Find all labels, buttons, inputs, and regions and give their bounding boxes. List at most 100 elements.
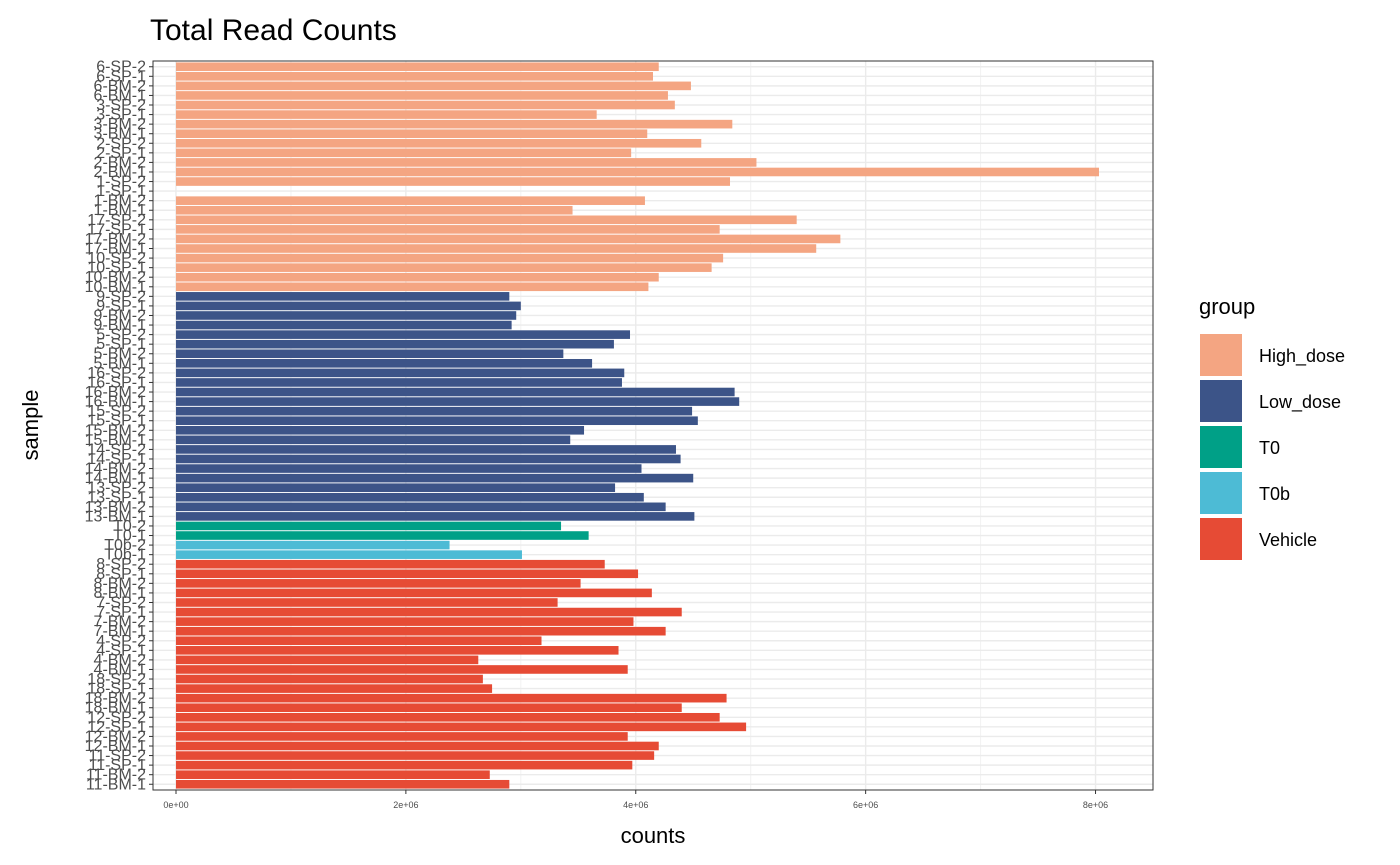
y-tick-label: 15-BM-1 xyxy=(85,432,146,449)
x-tick-label: 4e+06 xyxy=(623,800,648,810)
bar-11-SP-2 xyxy=(175,751,655,760)
bar-4-BM-2 xyxy=(175,655,479,665)
y-tick-label: 15-BM-2 xyxy=(85,422,146,439)
bar-18-BM-1 xyxy=(175,703,682,713)
bar-1-BM-1 xyxy=(175,205,573,215)
bar-15-SP-1 xyxy=(175,416,698,426)
y-tick-label: 13-SP-1 xyxy=(87,489,146,506)
y-tick-label: 1-BM-1 xyxy=(94,202,147,219)
y-tick-label: T0-2 xyxy=(113,518,146,535)
y-tick-label: 17-BM-2 xyxy=(85,231,146,248)
bar-9-BM-1 xyxy=(175,320,512,330)
legend-label-Low_dose: Low_dose xyxy=(1259,392,1341,413)
y-tick-label: 2-SP-2 xyxy=(96,135,146,152)
y-tick-label: 4-BM-1 xyxy=(94,661,147,678)
y-tick-label: 15-SP-2 xyxy=(87,403,146,420)
bar-3-SP-2 xyxy=(175,100,675,110)
y-tick-label: 13-BM-1 xyxy=(85,508,146,525)
bar-5-BM-1 xyxy=(175,359,593,368)
legend-label-High_dose: High_dose xyxy=(1259,346,1345,367)
bar-11-BM-2 xyxy=(175,770,490,779)
chart-title: Total Read Counts xyxy=(150,14,397,47)
bar-16-SP-1 xyxy=(175,378,622,387)
bar-10-SP-1 xyxy=(175,263,712,272)
bar-11-SP-1 xyxy=(175,760,633,770)
bar-18-SP-2 xyxy=(175,674,483,684)
legend: group High_dose Low_dose T0 T0b Vehicle xyxy=(1198,294,1345,562)
bar-17-BM-2 xyxy=(175,234,841,244)
bar-18-BM-2 xyxy=(175,693,727,703)
y-tick-label: 6-BM-2 xyxy=(94,78,147,95)
y-tick-label: 17-SP-2 xyxy=(87,212,146,229)
bar-T0-2 xyxy=(175,521,562,531)
bar-14-BM-1 xyxy=(175,473,694,483)
bar-17-SP-2 xyxy=(175,215,797,225)
bar-11-BM-1 xyxy=(175,779,510,789)
bar-6-SP-1 xyxy=(175,72,653,81)
legend-key-High_dose xyxy=(1198,332,1244,378)
bar-9-SP-2 xyxy=(175,292,510,301)
bar-12-SP-2 xyxy=(175,712,720,722)
legend-items: High_dose Low_dose T0 T0b Vehicle xyxy=(1198,332,1345,562)
bar-4-BM-1 xyxy=(175,665,628,674)
y-tick-label: 7-SP-2 xyxy=(96,594,146,611)
x-axis-ticks: 0e+00 2e+06 4e+06 6e+06 8e+06 xyxy=(163,790,1108,810)
y-tick-label: 4-SP-1 xyxy=(96,642,146,659)
bar-8-BM-2 xyxy=(175,579,581,588)
legend-label-T0b: T0b xyxy=(1259,484,1290,504)
y-tick-label: 17-BM-1 xyxy=(85,241,146,258)
x-tick-label: 2e+06 xyxy=(393,800,418,810)
y-tick-label: 3-SP-1 xyxy=(96,107,146,124)
bar-10-SP-2 xyxy=(175,253,724,263)
bar-1-SP-2 xyxy=(175,177,731,186)
y-tick-label: 7-BM-2 xyxy=(94,614,147,631)
bar-13-BM-1 xyxy=(175,512,695,521)
bar-9-SP-1 xyxy=(175,301,521,311)
y-tick-label: 3-SP-2 xyxy=(96,97,146,114)
y-tick-label: 18-BM-1 xyxy=(85,700,146,717)
y-tick-label: 12-BM-2 xyxy=(85,728,146,745)
bar-3-BM-1 xyxy=(175,129,648,139)
y-tick-label: 1-SP-1 xyxy=(96,183,146,200)
y-tick-label: 1-SP-2 xyxy=(96,174,146,191)
bar-14-SP-2 xyxy=(175,445,676,454)
y-tick-label: 12-SP-1 xyxy=(87,719,146,736)
y-tick-label: 6-BM-1 xyxy=(94,87,147,104)
y-tick-label: 14-SP-1 xyxy=(87,451,146,468)
bar-3-BM-2 xyxy=(175,119,733,129)
bar-8-BM-1 xyxy=(175,588,652,598)
y-tick-label: 11-SP-2 xyxy=(88,748,146,765)
bar-14-SP-1 xyxy=(175,454,681,464)
bars xyxy=(175,62,1099,789)
bar-14-BM-2 xyxy=(175,464,642,473)
y-tick-label: 15-SP-1 xyxy=(87,413,146,430)
bar-12-BM-1 xyxy=(175,741,659,751)
y-tick-label: 8-BM-2 xyxy=(94,575,147,592)
y-tick-label: 7-SP-1 xyxy=(96,604,146,621)
y-tick-label: 6-SP-2 xyxy=(96,59,146,76)
bar-8-SP-1 xyxy=(175,569,639,579)
y-tick-label: 3-BM-2 xyxy=(94,116,147,133)
bar-7-SP-2 xyxy=(175,598,558,607)
y-tick-label: 2-SP-1 xyxy=(96,145,146,162)
legend-key-T0b xyxy=(1198,470,1244,516)
y-tick-label: 2-BM-2 xyxy=(94,154,147,171)
y-tick-label: T0b-2 xyxy=(104,537,146,554)
y-tick-label: 10-SP-2 xyxy=(87,250,146,267)
y-tick-label: 10-BM-1 xyxy=(85,279,146,296)
y-tick-label: 4-SP-2 xyxy=(96,633,146,650)
bar-3-SP-1 xyxy=(175,110,597,119)
y-tick-label: 4-BM-2 xyxy=(94,652,147,669)
y-tick-label: 2-BM-1 xyxy=(94,164,147,181)
y-tick-label: 10-SP-1 xyxy=(87,260,146,277)
bar-18-SP-1 xyxy=(175,684,493,693)
y-tick-label: 9-SP-1 xyxy=(96,298,146,315)
bar-15-BM-2 xyxy=(175,425,585,435)
y-tick-label: 9-BM-1 xyxy=(94,317,147,334)
bar-8-SP-2 xyxy=(175,559,605,569)
y-tick-label: 18-SP-2 xyxy=(87,671,146,688)
legend-key-Low_dose xyxy=(1198,378,1244,424)
x-axis-title: counts xyxy=(621,823,686,848)
legend-key-T0 xyxy=(1198,424,1244,470)
y-tick-label: T0b-1 xyxy=(104,547,146,564)
